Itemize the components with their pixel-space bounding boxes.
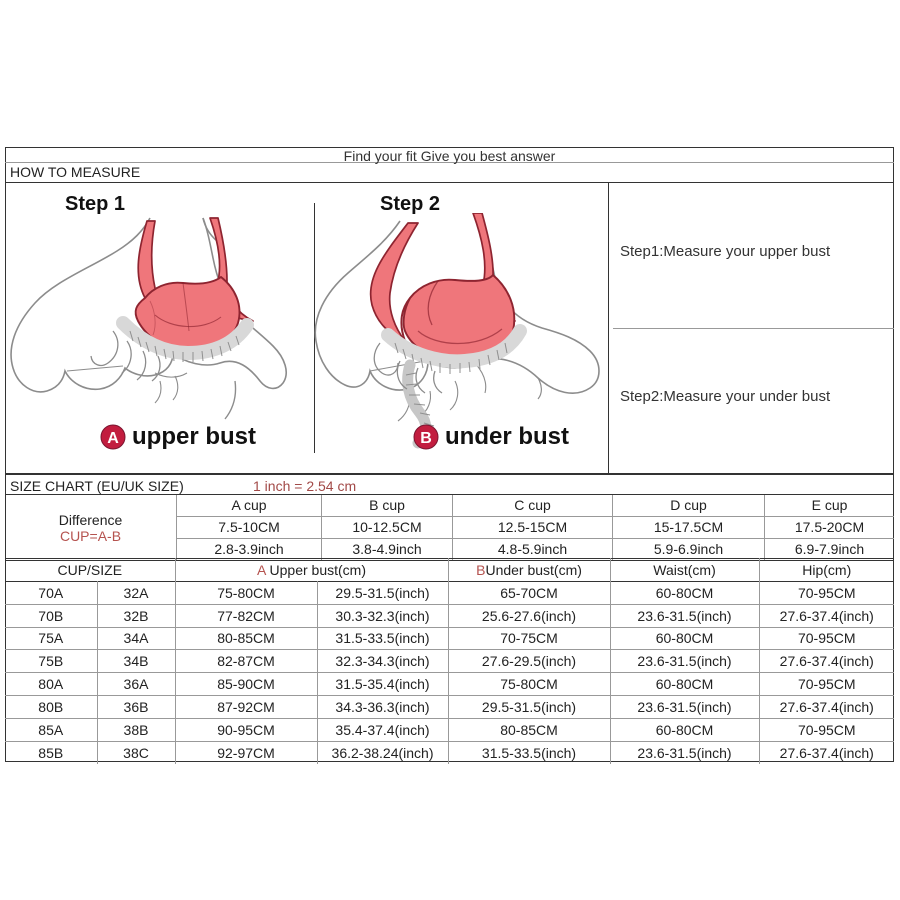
svg-text:A: A bbox=[107, 430, 119, 447]
svg-text:B: B bbox=[420, 430, 432, 447]
